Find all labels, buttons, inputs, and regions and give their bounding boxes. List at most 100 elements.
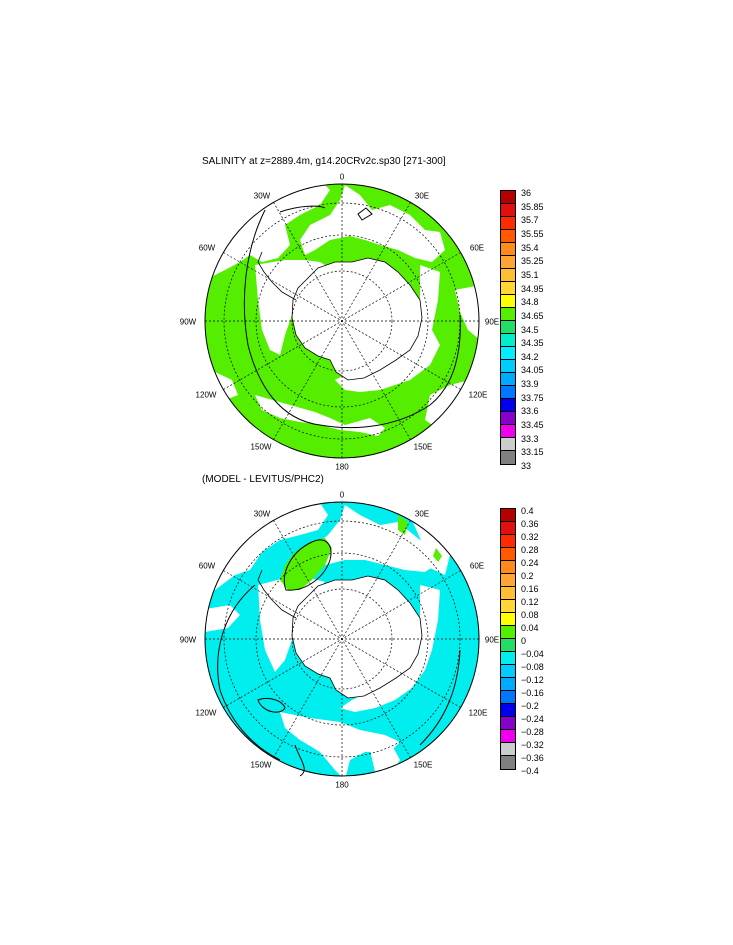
- lon-label-90w: 90W: [179, 635, 197, 645]
- difference-contour: [419, 649, 461, 746]
- colorbar-tick-label: 0: [521, 636, 527, 646]
- colorbar-swatch: [501, 626, 515, 639]
- lon-label-150w: 150W: [250, 442, 272, 452]
- positive-anomaly-patch: [433, 548, 442, 562]
- colorbar-difference: [500, 508, 516, 770]
- colorbar-tick-label: 35.7: [521, 215, 539, 226]
- difference-white-region: [205, 605, 240, 632]
- lon-label-30w: 30W: [253, 509, 271, 519]
- colorbar-swatch: [501, 386, 515, 399]
- lon-label-150e: 150E: [413, 442, 433, 452]
- colorbar-swatch: [501, 243, 515, 256]
- colorbar-tick-label: 35.55: [521, 228, 544, 239]
- colorbar-tick-label: 0.24: [521, 558, 539, 568]
- colorbar-tick-label: −0.16: [521, 688, 544, 698]
- colorbar-swatch: [501, 561, 515, 574]
- lon-label-30w: 30W: [253, 191, 271, 201]
- colorbar-tick-label: 34.5: [521, 324, 539, 335]
- colorbar-swatch: [501, 522, 515, 535]
- lon-label-120e: 120E: [468, 390, 488, 400]
- map-graticule: [205, 184, 479, 458]
- colorbar-tick-label: 35.85: [521, 201, 544, 212]
- difference-white-region: [280, 712, 400, 776]
- lon-label-90w: 90W: [179, 317, 197, 327]
- colorbar-swatch: [501, 217, 515, 230]
- colorbar-swatch: [501, 509, 515, 522]
- colorbar-tick-label: −0.08: [521, 662, 544, 672]
- colorbar-tick-label: 33.9: [521, 379, 539, 390]
- lon-label-180: 180: [335, 780, 349, 790]
- lon-label-120w: 120W: [195, 390, 217, 400]
- lon-label-120w: 120W: [195, 708, 217, 718]
- colorbar-swatch: [501, 230, 515, 243]
- colorbar-swatch: [501, 399, 515, 412]
- colorbar-tick-label: 33.45: [521, 420, 544, 431]
- colorbar-swatch: [501, 360, 515, 373]
- colorbar-tick-label: 34.2: [521, 351, 539, 362]
- lon-label-150e: 150E: [413, 760, 433, 770]
- difference-white-region: [300, 505, 440, 572]
- low-salinity-region: [255, 395, 385, 436]
- salinity-contour: [279, 205, 326, 213]
- colorbar-tick-label: −0.36: [521, 753, 544, 763]
- positive-anomaly-patch: [398, 515, 408, 535]
- colorbar-swatch: [501, 373, 515, 386]
- colorbar-swatch: [501, 743, 515, 756]
- colorbar-tick-label: 0.16: [521, 584, 539, 594]
- map-graticule: [205, 502, 479, 776]
- colorbar-tick-label: 0.28: [521, 545, 539, 555]
- colorbar-swatch: [501, 256, 515, 269]
- colorbar-tick-label: −0.32: [521, 740, 544, 750]
- lon-label-90e: 90E: [484, 317, 500, 327]
- colorbar-tick-label: 33.75: [521, 392, 544, 403]
- colorbar-swatch: [501, 451, 515, 464]
- colorbar-tick-label: −0.28: [521, 727, 544, 737]
- colorbar-tick-label: −0.24: [521, 714, 544, 724]
- lon-label-30e: 30E: [414, 191, 430, 201]
- colorbar-tick-label: 35.1: [521, 269, 539, 280]
- colorbar-tick-label: −0.04: [521, 649, 544, 659]
- colorbar-swatch: [501, 535, 515, 548]
- map-boundary: [204, 183, 480, 459]
- colorbar-swatch: [501, 548, 515, 561]
- colorbar-swatch: [501, 613, 515, 626]
- colorbar-tick-label: 36: [521, 188, 532, 198]
- lon-label-0: 0: [339, 490, 345, 500]
- colorbar-swatch: [501, 347, 515, 360]
- colorbar-swatch: [501, 574, 515, 587]
- colorbar-salinity: [500, 190, 516, 465]
- panel-1-title: SALINITY at z=2889.4m, g14.20CRv2c.sp30 …: [202, 156, 446, 167]
- difference-contour: [294, 744, 305, 777]
- colorbar-tick-label: 0.2: [521, 571, 534, 581]
- colorbar-swatch: [501, 600, 515, 613]
- colorbar-swatch: [501, 756, 515, 769]
- colorbar-tick-label: 0.36: [521, 519, 539, 529]
- panel-2-title: (MODEL - LEVITUS/PHC2): [202, 474, 324, 485]
- salinity-contour: [243, 209, 461, 429]
- colorbar-tick-label: 0.4: [521, 506, 534, 516]
- colorbar-swatch: [501, 678, 515, 691]
- colorbar-tick-label: 33.15: [521, 447, 544, 458]
- lon-label-180: 180: [335, 462, 349, 472]
- lon-label-60e: 60E: [469, 561, 485, 571]
- colorbar-swatch: [501, 717, 515, 730]
- colorbar-tick-label: 0.12: [521, 597, 539, 607]
- colorbar-swatch: [501, 438, 515, 451]
- colorbar-swatch: [501, 652, 515, 665]
- colorbar-swatch: [501, 412, 515, 425]
- positive-anomaly-patch: [280, 538, 332, 590]
- low-salinity-region: [300, 185, 445, 262]
- colorbar-tick-label: 34.65: [521, 310, 544, 321]
- colorbar-swatch: [501, 639, 515, 652]
- colorbar-tick-label: 34.35: [521, 338, 544, 349]
- lon-label-30e: 30E: [414, 509, 430, 519]
- colorbar-tick-label: −0.12: [521, 675, 544, 685]
- difference-white-region: [340, 585, 440, 712]
- colorbar-swatch: [501, 704, 515, 717]
- antarctic-peninsula: [257, 569, 297, 619]
- difference-contour: [283, 539, 332, 591]
- colorbar-swatch: [501, 691, 515, 704]
- lon-label-60w: 60W: [198, 561, 216, 571]
